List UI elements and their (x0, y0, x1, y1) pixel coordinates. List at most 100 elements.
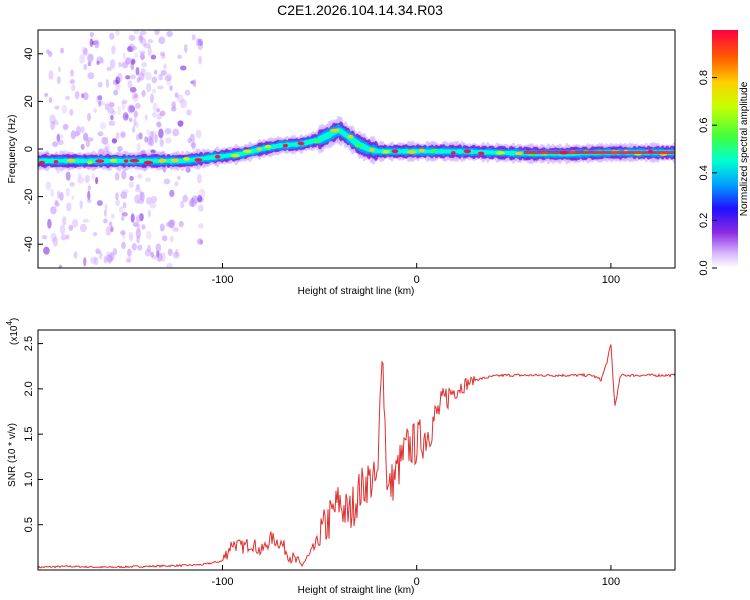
spectrogram-noise-blob (197, 195, 203, 203)
spectrogram-noise-blob (131, 125, 136, 134)
spectrogram-noise-blob (153, 69, 158, 75)
spectrogram-noise-blob (87, 185, 92, 191)
snr-y-tick-label: 2.5 (23, 336, 35, 351)
spectrogram-noise-blob (132, 221, 139, 227)
colorbar-tick-label: 0.8 (698, 70, 710, 85)
spectrogram-noise-blob (73, 251, 78, 259)
spectrogram-noise-blob (158, 128, 164, 139)
spectrogram-noise-blob (196, 238, 204, 245)
spectrogram-noise-blob (96, 200, 103, 206)
spectrogram-noise-blob (82, 218, 90, 223)
spectrogram-noise-blob (147, 38, 154, 44)
spectrogram-peak-blob (477, 151, 485, 156)
spectrogram-noise-blob (85, 139, 90, 148)
spectrogram-noise-blob (111, 45, 116, 55)
spectrogram-noise-blob (79, 200, 83, 210)
spectrogram-noise-blob (115, 132, 120, 140)
spectrogram-noise-blob (195, 38, 201, 43)
spectrogram-noise-blob (176, 175, 181, 181)
spectrogram-noise-blob (93, 108, 97, 113)
spectrogram-x-tick-label: -100 (211, 274, 233, 286)
spectrogram-noise-blob (76, 125, 82, 136)
snr-exponent: (x104) (5, 318, 20, 345)
spectrogram-noise-blob (144, 248, 152, 257)
spectrogram-noise-blob (151, 255, 157, 260)
spectrogram-noise-blob (115, 192, 119, 201)
spectrogram-noise-blob (111, 138, 118, 144)
spectrogram-noise-blob (109, 251, 115, 262)
colorbar-tick-label: 0.6 (698, 118, 710, 133)
spectrogram-peak-blob (214, 155, 221, 159)
spectrogram-peak-blob (430, 149, 438, 153)
spectrogram-peak-blob (95, 159, 105, 163)
spectrogram-noise-blob (136, 142, 141, 152)
spectrogram-peak-blob (230, 153, 240, 158)
spectrogram-noise-blob (175, 248, 179, 256)
spectrogram-noise-blob (52, 236, 59, 247)
spectrogram-noise-blob (59, 191, 64, 202)
spectrogram-noise-blob (125, 56, 132, 64)
spectrogram-noise-blob (111, 110, 116, 115)
colorbar-tick-label: 0.0 (698, 260, 710, 275)
spectrogram-noise-blob (169, 235, 174, 243)
spectrogram-peak-blob (347, 134, 354, 139)
spectrogram-noise-blob (127, 104, 134, 114)
spectrogram-noise-blob (69, 182, 75, 187)
spectrogram-noise-blob (121, 99, 128, 105)
spectrogram-noise-blob (146, 82, 152, 93)
spectrogram-noise-blob (161, 252, 166, 263)
spectrogram-x-label: Height of straight line (km) (298, 286, 415, 297)
spectrogram-noise-blob (115, 30, 120, 36)
colorbar-tick-label: 0.2 (698, 213, 710, 228)
spectrogram-noise-blob (158, 73, 164, 81)
spectrogram-noise-blob (65, 234, 70, 240)
snr-x-tick-label: -100 (211, 576, 233, 588)
spectrogram-noise-blob (134, 187, 142, 193)
spectrogram-noise-blob (50, 232, 57, 242)
spectrogram-noise-blob (82, 92, 89, 101)
spectrogram-peak-blob (129, 158, 140, 163)
spectrogram-noise-blob (96, 95, 103, 104)
spectrogram-noise-blob (61, 104, 68, 114)
spectrogram-noise-blob (65, 171, 71, 181)
spectrogram-noise-blob (178, 220, 184, 228)
spectrogram-noise-blob (71, 195, 75, 200)
spectrogram-noise-blob (133, 110, 138, 118)
spectrogram-noise-blob (121, 101, 126, 111)
spectrogram-noise-blob (87, 61, 92, 67)
spectrogram-noise-blob (134, 52, 138, 58)
spectrogram-noise-blob (117, 72, 123, 83)
spectrogram-noise-blob (172, 251, 180, 259)
spectrogram-peak-blob (53, 160, 59, 164)
spectrogram-noise-blob (127, 248, 132, 257)
spectrogram-noise-blob (188, 199, 193, 207)
spectrogram-peak-blob (158, 158, 167, 163)
spectrogram-noise-blob (161, 235, 168, 242)
spectrogram-peak-blob (66, 158, 76, 163)
spectrogram-noise-blob (127, 80, 133, 89)
spectrogram-noise-blob (79, 53, 86, 64)
spectrogram-noise-blob (91, 173, 95, 180)
spectrogram-noise-blob (120, 132, 126, 138)
spectrogram-noise-blob (145, 230, 152, 240)
spectrogram-noise-blob (43, 234, 48, 240)
spectrogram-y-tick-label: 20 (23, 95, 35, 107)
spectrogram-noise-blob (87, 72, 95, 80)
spectrogram-noise-blob (159, 137, 164, 148)
spectrogram-noise-blob (157, 85, 164, 90)
spectrogram-noise-blob (129, 175, 134, 181)
spectrogram-noise-blob (103, 209, 107, 217)
spectrogram-noise-blob (180, 98, 187, 109)
spectrogram-noise-blob (147, 46, 152, 57)
spectrogram-noise-blob (71, 84, 76, 92)
spectrogram-peak-blob (515, 151, 523, 156)
spectrogram-noise-blob (149, 201, 157, 209)
spectrogram-peak-blob (242, 149, 252, 154)
spectrogram-noise-blob (98, 101, 102, 107)
spectrogram-noise-blob (106, 66, 112, 72)
spectrogram-marks (38, 30, 675, 268)
spectrogram-noise-blob (196, 41, 201, 46)
snr-frame (37, 329, 676, 571)
snr-x-tick-label: 0 (414, 576, 420, 588)
spectrogram-noise-blob (165, 221, 173, 227)
